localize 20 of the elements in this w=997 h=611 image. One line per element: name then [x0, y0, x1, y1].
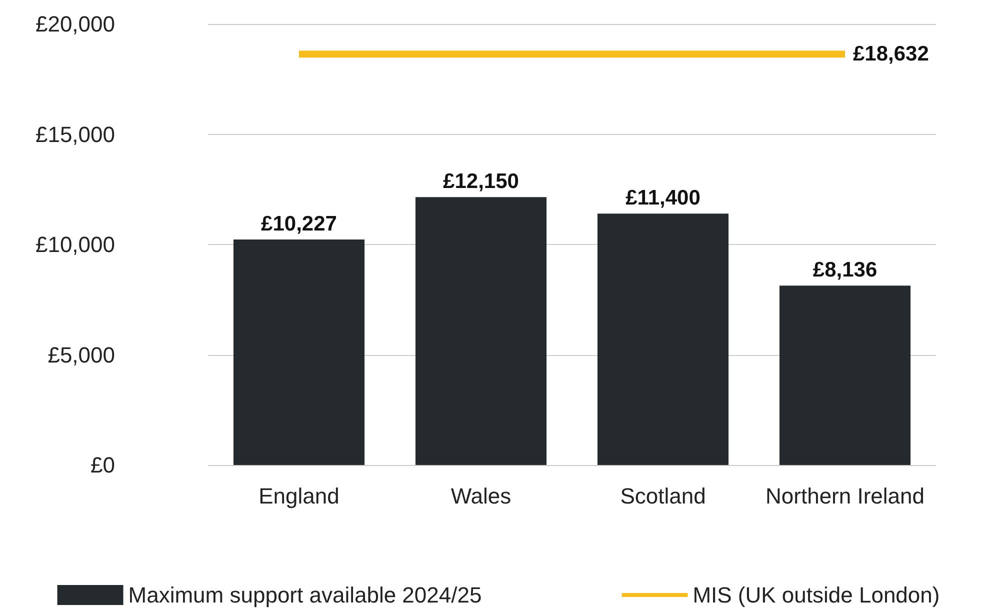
legend-label: Maximum support available 2024/25: [128, 582, 482, 608]
data-label: £11,400: [626, 186, 700, 210]
bar: [415, 197, 547, 465]
x-tick-label: Wales: [450, 484, 512, 508]
bar: [233, 239, 365, 465]
x-tick-label: Northern Ireland: [766, 484, 924, 508]
y-tick-label: £10,000: [35, 232, 115, 257]
x-tick-label: England: [258, 484, 340, 508]
bar: [597, 214, 729, 465]
y-tick-label: £20,000: [35, 12, 115, 36]
y-tick-label: £15,000: [35, 122, 115, 147]
data-label: £18,632: [853, 42, 929, 66]
data-label: £8,136: [812, 258, 878, 282]
y-tick-label: £5,000: [48, 342, 115, 368]
x-tick-label: Scotland: [620, 484, 706, 508]
bar: [779, 286, 911, 465]
data-label: £10,227: [261, 212, 337, 236]
legend-label: MIS (UK outside London): [692, 582, 940, 608]
y-tick-label: £0: [90, 452, 115, 478]
data-label: £12,150: [443, 170, 519, 194]
